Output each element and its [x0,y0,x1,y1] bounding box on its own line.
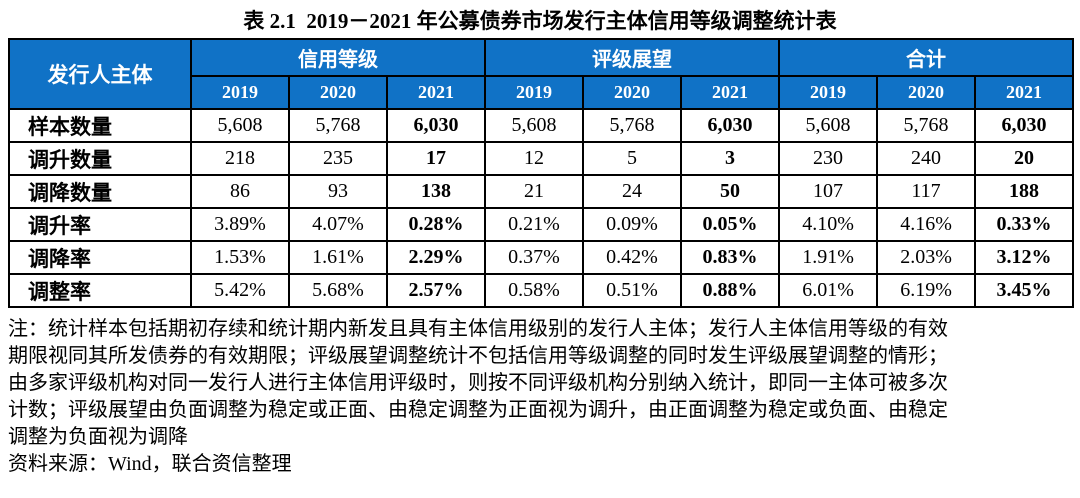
row-label: 样本数量 [8,108,192,143]
footnote-line: 调整为负面视为调降 [8,426,188,448]
year-header-row: 2019 2020 2021 2019 2020 2021 2019 2020 … [9,75,1075,110]
row-label: 调降数量 [8,174,192,209]
row-label: 调升率 [8,207,192,242]
year-header: 2019 [778,75,879,110]
group-header-rating-outlook: 评级展望 [484,38,781,77]
year-header: 2021 [385,75,487,110]
group-header-total: 合计 [778,38,1075,77]
data-cell: 5,768 [288,108,388,143]
rating-adjustment-table: 发行人主体 信用等级 评级展望 合计 2019 2020 2021 2019 2… [8,38,1075,308]
data-cell: 188 [974,174,1075,209]
data-cell: 107 [778,174,879,209]
data-cell: 0.09% [582,207,683,242]
data-cell: 5,608 [484,108,585,143]
group-header-credit-rating: 信用等级 [189,38,487,77]
data-cell: 1.53% [190,240,290,275]
table-row-downgrade-rate: 调降率 1.53% 1.61% 2.29% 0.37% 0.42% 0.83% … [8,240,1075,275]
data-cell: 6,030 [680,108,781,143]
data-cell: 0.42% [582,240,683,275]
data-cell: 240 [876,141,977,176]
data-cell: 4.10% [778,207,879,242]
data-cell: 6.19% [876,273,977,308]
data-cell: 20 [974,141,1075,176]
data-cell: 235 [288,141,388,176]
data-cell: 0.33% [974,207,1075,242]
data-cell: 117 [876,174,977,209]
table-row-adjustment-rate: 调整率 5.42% 5.68% 2.57% 0.58% 0.51% 0.88% … [8,273,1075,308]
footnote-line: 计数；评级展望由负面调整为稳定或正面、由稳定调整为正面视为调升，由正面调整为稳定… [8,399,948,421]
data-cell: 0.58% [484,273,585,308]
data-cell: 6,030 [974,108,1075,143]
data-cell: 6.01% [778,273,879,308]
data-cell: 1.91% [778,240,879,275]
table-row-upgrade-count: 调升数量 218 235 17 12 5 3 230 240 20 [8,141,1075,176]
data-cell: 0.88% [680,273,781,308]
year-header: 2019 [190,75,290,110]
data-cell: 2.57% [385,273,487,308]
data-cell: 50 [680,174,781,209]
data-cell: 4.07% [288,207,388,242]
data-cell: 0.28% [385,207,487,242]
data-cell: 2.29% [385,240,487,275]
year-header: 2019 [484,75,585,110]
data-cell: 5,768 [876,108,977,143]
row-label: 调升数量 [8,141,192,176]
data-cell: 4.16% [876,207,977,242]
year-header: 2021 [974,75,1075,110]
table-row-sample-count: 样本数量 5,608 5,768 6,030 5,608 5,768 6,030… [8,108,1075,143]
data-cell: 3.12% [974,240,1075,275]
footnote-line: 期限视同其所发债券的有效期限；评级展望调整统计不包括信用等级调整的同时发生评级展… [8,345,948,367]
data-cell: 93 [288,174,388,209]
year-header: 2020 [288,75,388,110]
data-cell: 230 [778,141,879,176]
row-label: 调整率 [8,273,192,308]
data-cell: 1.61% [288,240,388,275]
table-row-upgrade-rate: 调升率 3.89% 4.07% 0.28% 0.21% 0.09% 0.05% … [8,207,1075,242]
data-cell: 17 [385,141,487,176]
data-cell: 5,608 [778,108,879,143]
footnote-line: 注：统计样本包括期初存续和统计期内新发且具有主体信用级别的发行人主体；发行人主体… [8,318,948,340]
table-row-downgrade-count: 调降数量 86 93 138 21 24 50 107 117 188 [8,174,1075,209]
data-cell: 5,768 [582,108,683,143]
data-cell: 5,608 [190,108,290,143]
data-cell: 86 [190,174,290,209]
group-header-row: 发行人主体 信用等级 评级展望 合计 [8,38,1075,110]
data-cell: 6,030 [385,108,487,143]
corner-header-issuer: 发行人主体 [8,38,192,110]
data-cell: 0.83% [680,240,781,275]
year-header: 2021 [680,75,781,110]
data-cell: 2.03% [876,240,977,275]
data-source: 资料来源：Wind，联合资信整理 [8,453,292,475]
footnote-line: 由多家评级机构对同一发行人进行主体信用评级时，则按不同评级机构分别纳入统计，即同… [8,372,948,394]
table-title: 表 2.1 2019－2021 年公募债券市场发行主体信用等级调整统计表 [243,9,837,33]
data-cell: 5 [582,141,683,176]
data-cell: 12 [484,141,585,176]
data-cell: 5.68% [288,273,388,308]
data-cell: 5.42% [190,273,290,308]
data-cell: 21 [484,174,585,209]
data-cell: 3.45% [974,273,1075,308]
data-cell: 218 [190,141,290,176]
year-header: 2020 [582,75,683,110]
data-cell: 0.51% [582,273,683,308]
data-cell: 3 [680,141,781,176]
data-cell: 138 [385,174,487,209]
data-cell: 0.37% [484,240,585,275]
year-header: 2020 [876,75,977,110]
row-label: 调降率 [8,240,192,275]
data-cell: 3.89% [190,207,290,242]
data-cell: 24 [582,174,683,209]
footnotes: 注：统计样本包括期初存续和统计期内新发且具有主体信用级别的发行人主体；发行人主体… [8,316,1070,451]
data-cell: 0.21% [484,207,585,242]
data-cell: 0.05% [680,207,781,242]
